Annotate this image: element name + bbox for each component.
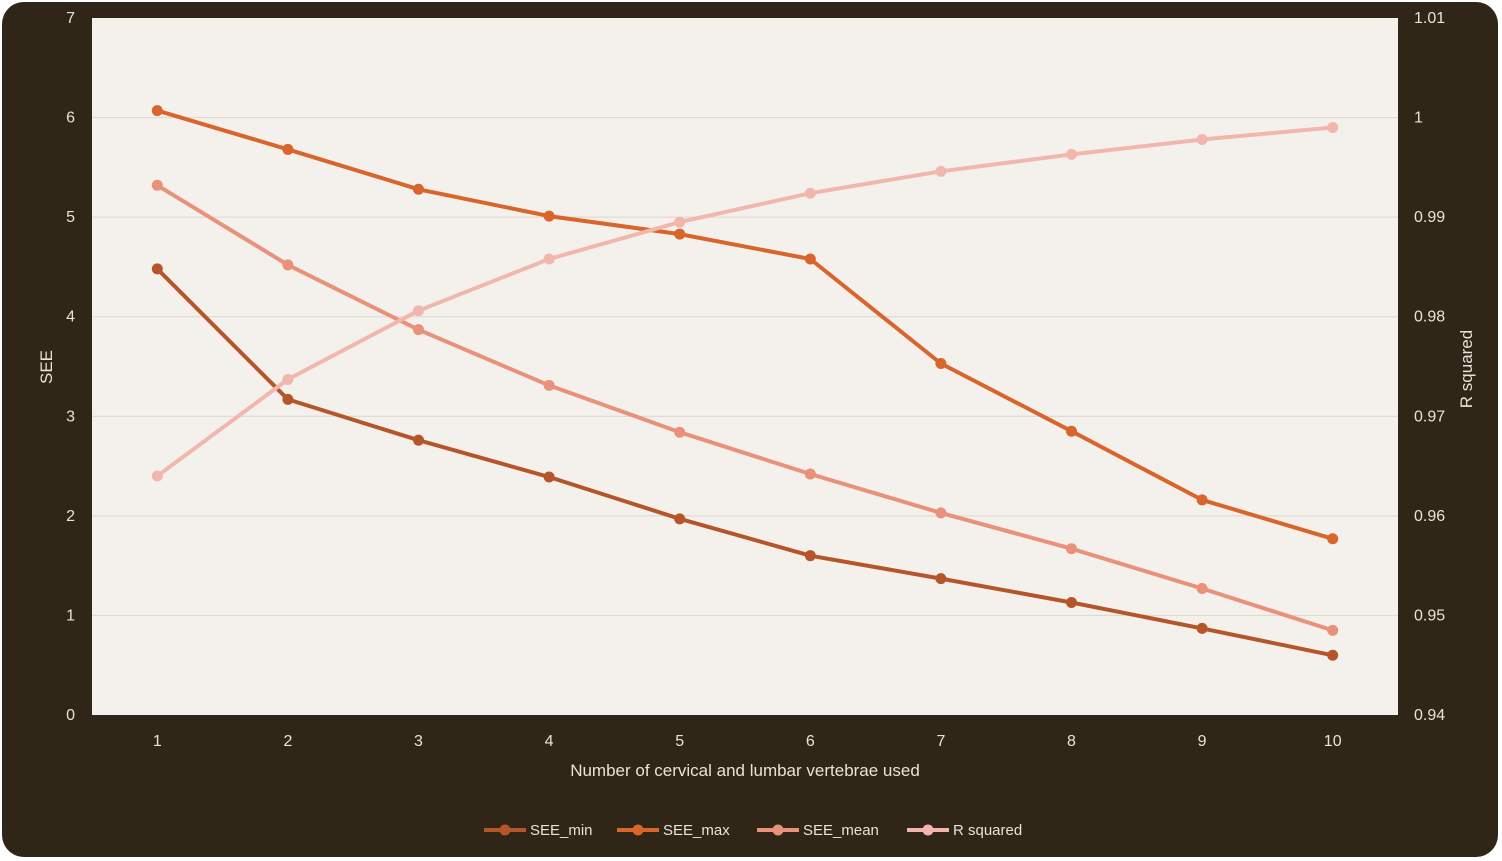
- series-see-min: [151, 263, 1339, 661]
- data-point-see-mean: [543, 379, 555, 391]
- x-tick-label: 5: [675, 733, 684, 750]
- y-tick-label: 6: [66, 110, 75, 127]
- data-point-see-max: [282, 143, 294, 155]
- data-point-r-squared: [413, 305, 424, 317]
- legend: SEE_min SEE_max SEE_mean R squared: [484, 822, 1022, 839]
- y2-tick-label: 0.97: [1414, 408, 1445, 425]
- y-tick-label: 4: [66, 309, 75, 326]
- data-point-see-mean: [1327, 624, 1339, 636]
- legend-swatch-marker: [632, 824, 644, 836]
- y2-tick-label: 0.95: [1414, 607, 1445, 624]
- legend-item-see-min: SEE_min: [484, 822, 593, 839]
- series-layer: [151, 105, 1339, 661]
- y2-tick-label: 1: [1414, 110, 1423, 127]
- y-tick-label: 3: [66, 408, 75, 425]
- y-tick-label: 2: [66, 508, 75, 525]
- legend-item-see-mean: SEE_mean: [757, 822, 879, 839]
- y-tick-label: 0: [66, 707, 75, 724]
- legend-swatch-marker: [922, 824, 934, 836]
- data-point-see-min: [1327, 649, 1339, 661]
- data-point-see-max: [1066, 425, 1077, 437]
- y2-tick-label: 0.98: [1414, 309, 1445, 326]
- series-see-mean: [151, 179, 1339, 636]
- y2-tick-label: 0.96: [1414, 508, 1445, 525]
- data-point-see-mean: [935, 507, 947, 519]
- data-point-see-min: [282, 393, 294, 405]
- y-axis-ticks: 0 1 2 3 4 5 6 7: [66, 10, 75, 724]
- legend-swatch-marker: [499, 824, 511, 836]
- x-tick-label: 9: [1198, 733, 1207, 750]
- y2-tick-label: 1.01: [1414, 10, 1445, 27]
- series-line-r-squared: [155, 125, 1335, 478]
- data-point-r-squared: [282, 373, 294, 385]
- series-line-see-min: [155, 266, 1335, 658]
- x-tick-label: 1: [153, 733, 162, 750]
- data-point-r-squared: [935, 165, 947, 177]
- data-point-see-min: [1066, 596, 1077, 608]
- x-tick-label: 10: [1324, 733, 1342, 750]
- y-tick-label: 1: [66, 607, 75, 624]
- x-tick-label: 7: [936, 733, 945, 750]
- legend-label: R squared: [953, 822, 1022, 839]
- x-axis-ticks: 1 2 3 4 5 6 7 8 9 10: [153, 733, 1342, 750]
- legend-swatch-marker: [772, 824, 784, 836]
- y2-axis-title: R squared: [1457, 330, 1476, 408]
- data-point-r-squared: [543, 253, 555, 265]
- legend-label: SEE_max: [663, 822, 730, 839]
- grid-lines: [92, 117, 1398, 616]
- data-point-see-min: [804, 550, 816, 562]
- data-point-see-mean: [804, 468, 816, 480]
- series-see-max: [151, 105, 1339, 545]
- data-point-r-squared: [1196, 133, 1208, 145]
- data-point-r-squared: [1327, 122, 1339, 134]
- data-point-see-mean: [674, 426, 686, 438]
- x-tick-label: 8: [1067, 733, 1076, 750]
- data-point-see-mean: [1196, 583, 1208, 595]
- y-tick-label: 7: [66, 10, 75, 27]
- data-point-see-mean: [282, 259, 294, 271]
- legend-label: SEE_min: [530, 822, 593, 839]
- data-point-r-squared: [151, 470, 163, 482]
- data-point-see-min: [151, 263, 163, 275]
- data-point-see-max: [674, 228, 686, 240]
- data-point-see-max: [935, 358, 947, 370]
- data-point-see-mean: [413, 324, 424, 336]
- x-tick-label: 6: [806, 733, 815, 750]
- data-point-see-max: [804, 253, 816, 265]
- y2-tick-label: 0.99: [1414, 209, 1445, 226]
- x-axis-title: Number of cervical and lumbar vertebrae …: [570, 761, 920, 780]
- data-point-see-min: [1196, 622, 1208, 634]
- x-tick-label: 4: [545, 733, 554, 750]
- data-point-see-mean: [1066, 543, 1077, 555]
- data-point-r-squared: [674, 216, 686, 228]
- data-point-see-max: [1327, 533, 1339, 545]
- y2-tick-label: 0.94: [1414, 707, 1445, 724]
- data-point-see-mean: [151, 179, 163, 191]
- x-tick-label: 3: [414, 733, 423, 750]
- series-line-see-mean: [155, 183, 1335, 633]
- data-point-see-max: [413, 183, 424, 195]
- y2-axis-ticks: 0.94 0.95 0.96 0.97 0.98 0.99 1 1.01: [1414, 10, 1445, 724]
- data-point-see-max: [543, 210, 555, 222]
- legend-label: SEE_mean: [803, 822, 879, 839]
- data-point-see-min: [935, 573, 947, 585]
- data-point-r-squared: [1066, 148, 1077, 160]
- data-point-see-min: [674, 513, 686, 525]
- series-line-see-max: [155, 108, 1335, 541]
- y-axis-title: SEE: [37, 350, 56, 384]
- legend-item-r-squared: R squared: [907, 822, 1022, 839]
- legend-item-see-max: SEE_max: [617, 822, 730, 839]
- plot-area: [92, 18, 1398, 715]
- y-tick-label: 5: [66, 209, 75, 226]
- data-point-see-min: [543, 471, 555, 483]
- data-point-r-squared: [804, 187, 816, 199]
- data-point-see-max: [1196, 494, 1208, 506]
- series-r-squared: [151, 122, 1339, 482]
- data-point-see-max: [151, 105, 163, 117]
- data-point-see-min: [413, 434, 424, 446]
- x-tick-label: 2: [283, 733, 292, 750]
